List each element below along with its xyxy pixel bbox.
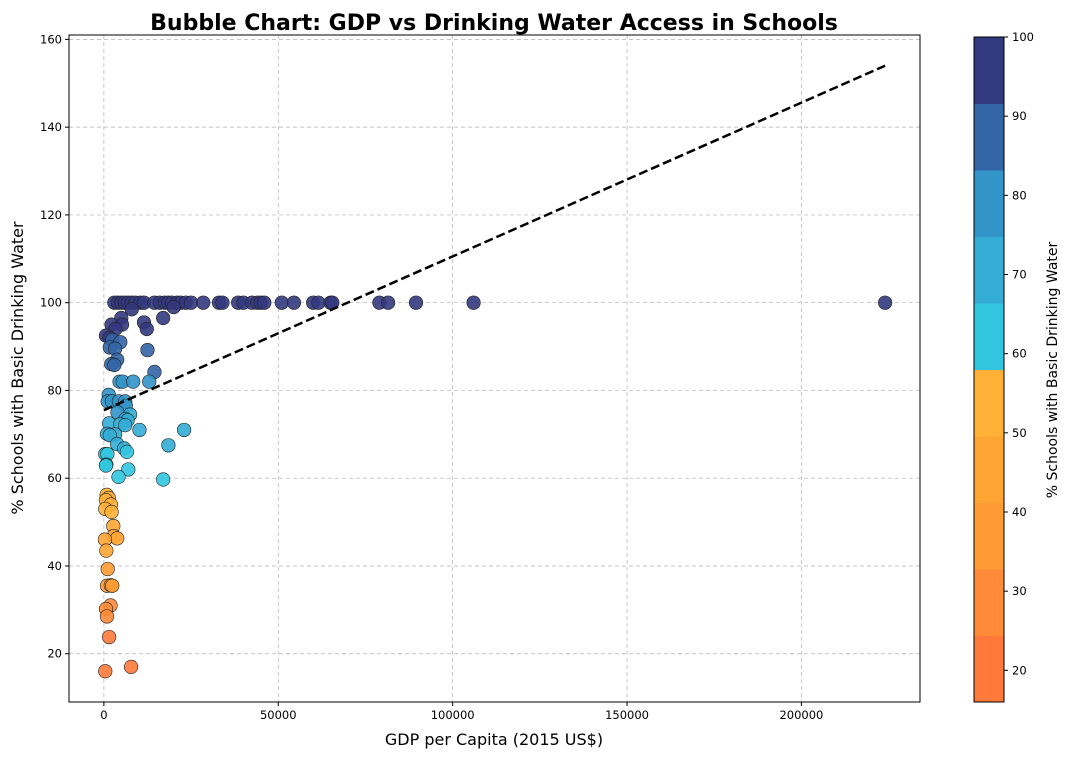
y-tick-label: 40 xyxy=(47,559,62,573)
data-point xyxy=(166,299,181,315)
colorbar-tick-label: 70 xyxy=(1012,268,1027,282)
colorbar-label: % Schools with Basic Drinking Water xyxy=(1045,241,1061,498)
y-tick-label: 140 xyxy=(40,120,62,134)
data-point xyxy=(161,438,176,453)
grid-lines xyxy=(69,35,920,702)
colorbar-segment xyxy=(974,103,1004,171)
colorbar-segment xyxy=(974,635,1004,703)
data-point xyxy=(132,422,147,438)
colorbar-segment xyxy=(974,170,1004,237)
y-tick-label: 20 xyxy=(47,647,62,661)
data-point xyxy=(274,295,289,310)
colorbar-ticks: 20 30 40 50 60 70 80 90 100 xyxy=(1004,30,1034,677)
y-tick-label: 100 xyxy=(40,296,62,310)
x-axis-label: GDP per Capita (2015 US$) xyxy=(385,730,603,749)
data-point xyxy=(98,458,114,473)
trend-line xyxy=(103,64,886,412)
data-point xyxy=(311,295,326,310)
y-tick-label: 80 xyxy=(47,383,62,397)
data-point xyxy=(126,374,141,389)
data-point xyxy=(183,295,199,310)
data-points xyxy=(97,295,893,679)
colorbar-tick-label: 100 xyxy=(1012,30,1034,44)
chart-title: Bubble Chart: GDP vs Drinking Water Acce… xyxy=(150,11,838,36)
colorbar-tick-label: 30 xyxy=(1012,584,1027,598)
data-point xyxy=(111,469,126,484)
data-point xyxy=(99,609,115,624)
y-tick-label: 160 xyxy=(40,32,62,46)
y-tick-label: 120 xyxy=(40,208,62,222)
data-point xyxy=(119,444,134,459)
colorbar-segment xyxy=(974,502,1004,570)
data-point xyxy=(140,342,155,358)
colorbar-tick-label: 50 xyxy=(1012,426,1027,440)
x-axis-ticks: 0 50000 100000 150000 200000 xyxy=(100,702,823,722)
y-axis-ticks: 20 40 60 80 100 120 140 160 xyxy=(40,32,69,661)
x-tick-label: 150000 xyxy=(605,708,649,722)
data-point xyxy=(466,295,481,310)
colorbar-segment xyxy=(974,236,1004,304)
data-point xyxy=(215,295,230,310)
colorbar-segment xyxy=(974,569,1004,636)
data-point xyxy=(286,295,302,310)
data-point xyxy=(123,659,139,674)
colorbar-segment xyxy=(974,37,1004,104)
data-point xyxy=(196,295,211,310)
colorbar-tick-label: 20 xyxy=(1012,663,1027,677)
data-point xyxy=(104,504,119,520)
data-point xyxy=(156,310,171,326)
data-point xyxy=(124,302,139,317)
colorbar-frame xyxy=(973,36,1005,703)
colorbar-tick-label: 80 xyxy=(1012,188,1027,202)
colorbar xyxy=(973,36,1005,703)
colorbar-tick-label: 40 xyxy=(1012,505,1027,519)
data-point xyxy=(408,295,424,310)
data-point xyxy=(156,472,171,487)
data-point xyxy=(176,422,192,438)
data-point xyxy=(100,561,115,577)
x-tick-label: 100000 xyxy=(431,708,475,722)
x-tick-label: 200000 xyxy=(779,708,823,722)
data-point xyxy=(121,462,136,477)
colorbar-tick-label: 60 xyxy=(1012,347,1027,361)
data-point xyxy=(99,543,114,558)
data-point xyxy=(257,295,272,310)
plot-frame xyxy=(68,34,921,703)
data-point xyxy=(105,578,120,593)
x-tick-label: 50000 xyxy=(260,708,297,722)
data-point xyxy=(107,357,122,373)
colorbar-segment xyxy=(974,303,1004,370)
data-point xyxy=(102,629,117,645)
colorbar-segment xyxy=(974,436,1004,503)
data-point xyxy=(110,531,125,546)
data-point xyxy=(142,374,157,389)
data-point xyxy=(118,418,133,433)
colorbar-tick-label: 90 xyxy=(1012,109,1027,123)
data-point xyxy=(381,295,396,310)
y-tick-label: 60 xyxy=(47,471,62,485)
colorbar-segment xyxy=(974,369,1004,437)
x-tick-label: 0 xyxy=(100,708,107,722)
data-point xyxy=(139,321,154,337)
data-point xyxy=(98,664,113,679)
y-axis-label: % Schools with Basic Drinking Water xyxy=(8,221,27,515)
data-point xyxy=(878,295,893,310)
